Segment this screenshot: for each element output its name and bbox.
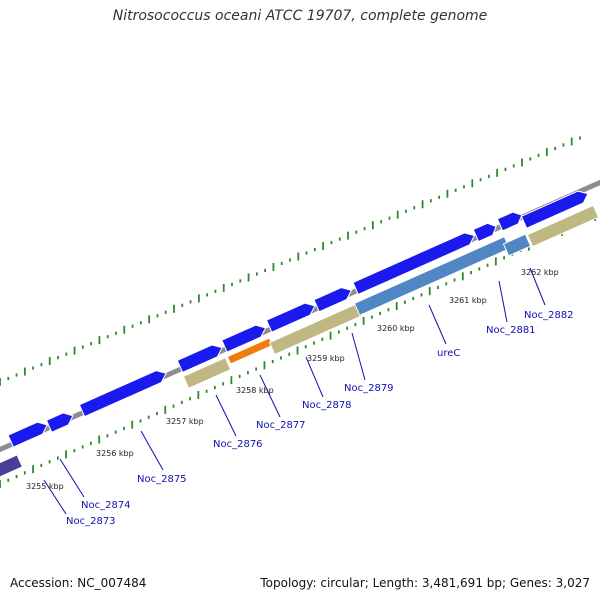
kbp-label: 3259 kbp [307,354,345,363]
map-title: Nitrosococcus oceani ATCC 19707, complet… [112,8,488,24]
forward-gene [265,302,316,333]
forward-gene [352,232,476,296]
kbp-label: 3260 kbp [377,324,415,333]
gene-label: Noc_2874 [81,500,131,511]
label-leader-line [529,267,546,306]
gene-label: Noc_2882 [524,310,574,321]
label-leader-line [259,374,281,418]
gene-label: Noc_2881 [486,325,536,336]
gene-label: ureC [437,348,460,359]
genome-meta-text: Topology: circular; Length: 3,481,691 bp… [260,576,590,590]
forward-strand-genes [7,190,589,448]
label-leader-line [428,304,447,345]
reverse-gene [502,233,532,257]
reverse-strand-genes [0,204,600,478]
gene-label: Noc_2873 [66,516,116,527]
label-leader-line [43,479,67,515]
kbp-label: 3257 kbp [166,417,204,426]
gene-label: Noc_2875 [137,474,187,485]
reverse-gene [526,204,600,248]
gene-label: Noc_2877 [256,420,306,431]
forward-gene [7,421,48,448]
label-leader-line [305,356,324,398]
forward-gene [78,370,167,418]
forward-gene [496,211,523,232]
forward-gene [313,287,353,313]
forward-gene [176,344,223,373]
reverse-gene [0,454,24,478]
kbp-label: 3258 kbp [236,386,274,395]
label-leader-line [215,394,237,437]
accession-text: Accession: NC_007484 [10,576,147,590]
reverse-gene [182,357,232,389]
forward-gene [221,324,267,353]
label-leader-line [351,332,366,381]
forward-gene [520,190,589,229]
forward-gene [45,412,74,433]
kbp-label: 3255 kbp [26,482,64,491]
gene-label: Noc_2878 [302,400,352,411]
labels: 3255 kbp 3256 kbp 3257 kbp 3258 kbp 3259 kbp… [26,268,574,527]
label-leader-line [59,458,85,498]
gene-label: Noc_2879 [344,383,394,394]
label-leader-line [498,280,508,323]
gene-label: Noc_2876 [213,439,263,450]
kbp-label: 3262 kbp [521,268,559,277]
forward-gene [472,222,497,243]
kbp-label: 3256 kbp [96,449,134,458]
label-leaders [43,267,546,515]
label-leader-line [140,430,164,471]
kbp-label: 3261 kbp [449,296,487,305]
